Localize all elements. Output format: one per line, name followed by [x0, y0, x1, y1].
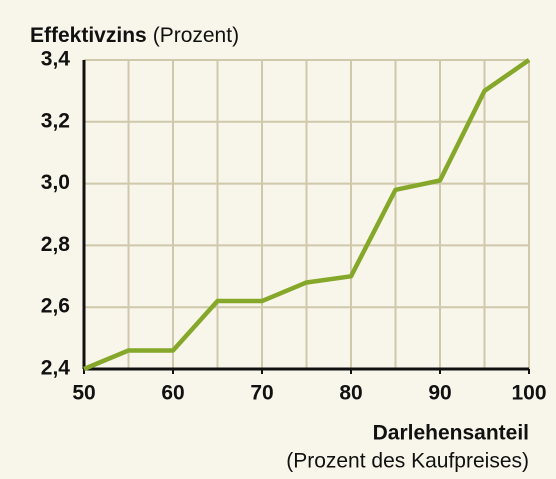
x-tick-label: 90 [428, 382, 451, 405]
x-tick-label: 60 [161, 382, 184, 405]
y-tick-label: 3,0 [41, 171, 70, 194]
y-tick-label: 3,2 [41, 109, 70, 132]
x-axis-label: Darlehensanteil [373, 422, 529, 445]
x-tick-label: 70 [250, 382, 273, 405]
x-tick-label: 80 [339, 382, 362, 405]
y-tick-label: 3,4 [41, 48, 71, 71]
y-tick-label: 2,4 [41, 357, 71, 380]
x-axis-unit: (Prozent des Kaufpreises) [286, 450, 529, 473]
title: Effektivzins [30, 24, 147, 47]
chart-title: Effektivzins (Prozent) [30, 24, 239, 47]
x-tick-label: 50 [72, 382, 95, 405]
title-unit: (Prozent) [153, 24, 239, 47]
data-line [83, 58, 531, 372]
y-tick-label: 2,6 [41, 295, 70, 318]
x-tick-label: 100 [511, 382, 546, 405]
y-tick-label: 2,8 [41, 233, 71, 256]
